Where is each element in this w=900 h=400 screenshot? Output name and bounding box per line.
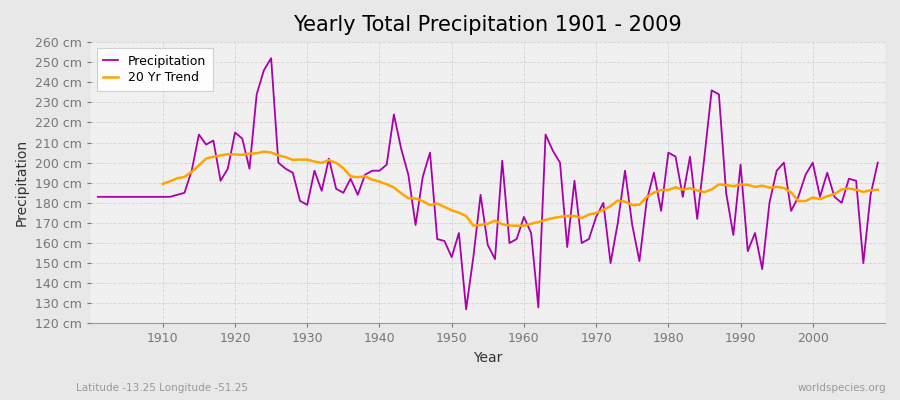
Text: worldspecies.org: worldspecies.org bbox=[798, 383, 886, 393]
Legend: Precipitation, 20 Yr Trend: Precipitation, 20 Yr Trend bbox=[97, 48, 212, 91]
20 Yr Trend bbox=[850, 187, 861, 192]
Precipitation bbox=[150, 194, 161, 199]
20 Yr Trend bbox=[872, 187, 883, 192]
Line: Precipitation: Precipitation bbox=[98, 58, 878, 309]
20 Yr Trend bbox=[330, 160, 341, 165]
Precipitation bbox=[266, 56, 276, 60]
20 Yr Trend bbox=[540, 218, 551, 222]
Precipitation bbox=[619, 168, 630, 173]
X-axis label: Year: Year bbox=[473, 351, 502, 365]
Title: Yearly Total Precipitation 1901 - 2009: Yearly Total Precipitation 1901 - 2009 bbox=[293, 15, 682, 35]
Precipitation bbox=[93, 194, 104, 199]
20 Yr Trend bbox=[302, 157, 312, 162]
Precipitation bbox=[360, 172, 371, 177]
Precipitation bbox=[461, 307, 472, 312]
Text: Latitude -13.25 Longitude -51.25: Latitude -13.25 Longitude -51.25 bbox=[76, 383, 248, 393]
Precipitation bbox=[526, 230, 536, 235]
20 Yr Trend bbox=[598, 208, 608, 212]
20 Yr Trend bbox=[829, 192, 840, 196]
20 Yr Trend bbox=[158, 182, 168, 186]
20 Yr Trend bbox=[511, 223, 522, 228]
Precipitation bbox=[872, 160, 883, 165]
Line: 20 Yr Trend: 20 Yr Trend bbox=[163, 152, 878, 226]
Precipitation bbox=[316, 188, 327, 193]
Precipitation bbox=[533, 305, 544, 310]
Y-axis label: Precipitation: Precipitation bbox=[15, 139, 29, 226]
20 Yr Trend bbox=[258, 149, 269, 154]
